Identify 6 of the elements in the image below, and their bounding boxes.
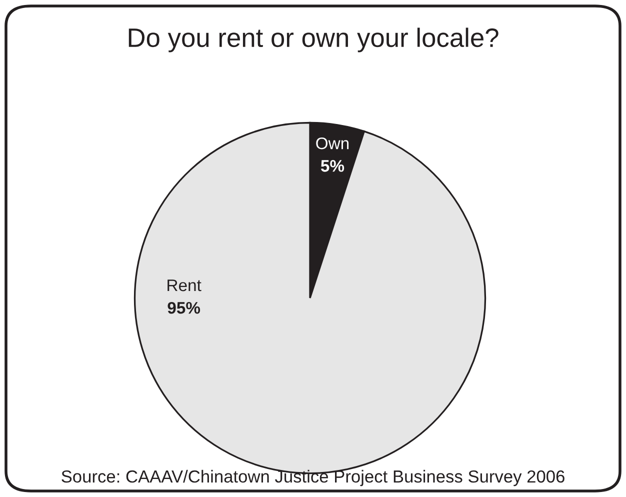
data-label: 5% bbox=[320, 160, 344, 172]
source-note: Source: CAAAV/Chinatown Justice Project Business Survey 2006 bbox=[62, 470, 564, 486]
chart-title: Do you rent or own your locale? bbox=[128, 28, 498, 52]
slice-label: Rent bbox=[168, 280, 202, 292]
slice-label: Own bbox=[316, 137, 349, 150]
data-label: 95% bbox=[168, 302, 200, 314]
